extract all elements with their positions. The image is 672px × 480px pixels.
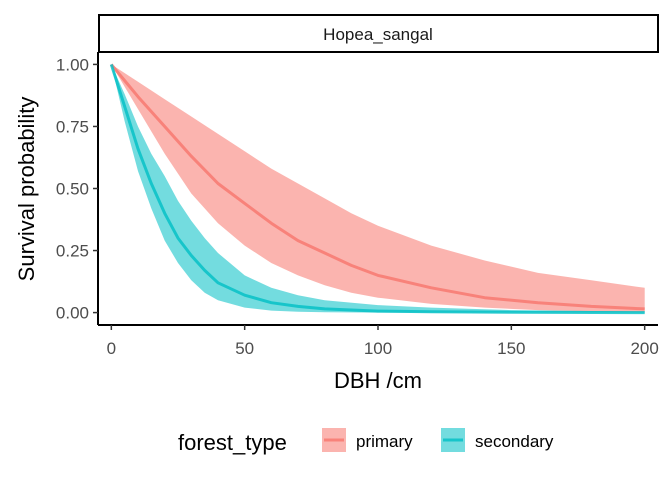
x-tick-label: 200 bbox=[630, 339, 658, 358]
y-tick-label: 0.00 bbox=[56, 304, 89, 323]
facet-strip-box bbox=[98, 14, 659, 53]
x-tick-label: 100 bbox=[364, 339, 392, 358]
y-tick-label: 1.00 bbox=[56, 55, 89, 74]
legend-title: forest_type bbox=[178, 430, 287, 455]
y-tick-label: 0.50 bbox=[56, 180, 89, 199]
facet-strip: Hopea_sangal bbox=[98, 14, 659, 53]
x-axis-title: DBH /cm bbox=[334, 368, 422, 393]
legend-label-primary: primary bbox=[356, 432, 413, 451]
x-tick-label: 0 bbox=[107, 339, 116, 358]
x-tick-label: 50 bbox=[235, 339, 254, 358]
legend-label-secondary: secondary bbox=[475, 432, 554, 451]
band-primary bbox=[111, 64, 645, 313]
y-tick-label: 0.25 bbox=[56, 242, 89, 261]
y-tick-label: 0.75 bbox=[56, 117, 89, 136]
confidence-bands bbox=[111, 64, 645, 313]
y-axis-title: Survival probability bbox=[14, 97, 39, 282]
legend: forest_type primary secondary bbox=[178, 428, 554, 455]
line-primary bbox=[110, 63, 645, 311]
x-tick-label: 150 bbox=[497, 339, 525, 358]
series-lines bbox=[109, 63, 645, 315]
facet-label: Hopea_sangal bbox=[323, 25, 433, 44]
y-ticks: 0.00 0.25 0.50 0.75 1.00 bbox=[56, 55, 98, 323]
x-ticks: 0 50 100 150 200 bbox=[107, 325, 659, 358]
line-secondary bbox=[109, 63, 645, 315]
